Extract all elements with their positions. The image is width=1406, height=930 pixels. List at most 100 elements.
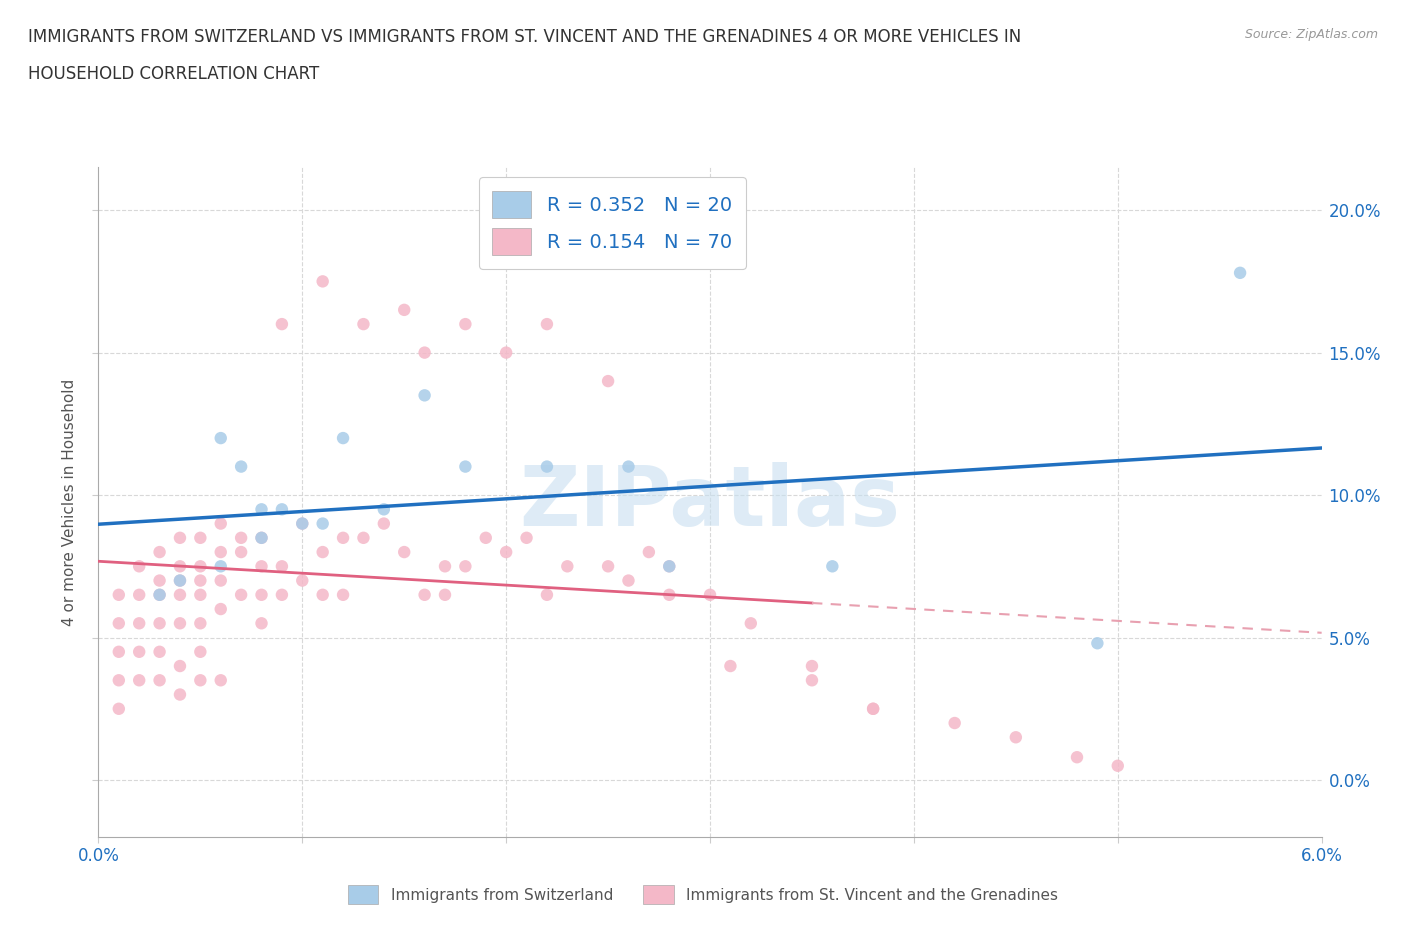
Point <box>862 701 884 716</box>
Point <box>658 559 681 574</box>
Point <box>108 701 131 716</box>
Point <box>433 588 456 603</box>
Point <box>598 559 620 574</box>
Point <box>373 502 395 517</box>
Point <box>188 644 212 659</box>
Point <box>149 672 172 687</box>
Point <box>699 588 721 603</box>
Point <box>1004 730 1026 745</box>
Point <box>270 559 292 574</box>
Point <box>128 616 150 631</box>
Point <box>617 573 640 588</box>
Point <box>188 616 212 631</box>
Point <box>188 588 212 603</box>
Point <box>454 559 477 574</box>
Point <box>332 431 354 445</box>
Point <box>291 573 314 588</box>
Point <box>454 459 477 474</box>
Point <box>128 588 150 603</box>
Point <box>209 602 232 617</box>
Point <box>270 588 292 603</box>
Point <box>392 302 416 317</box>
Point <box>169 658 191 673</box>
Point <box>108 644 131 659</box>
Point <box>149 545 172 560</box>
Point <box>311 274 335 289</box>
Point <box>352 530 374 545</box>
Point <box>169 530 191 545</box>
Point <box>209 559 232 574</box>
Point <box>250 530 273 545</box>
Point <box>740 616 762 631</box>
Point <box>495 345 517 360</box>
Point <box>598 374 620 389</box>
Point <box>332 530 354 545</box>
Point <box>149 616 172 631</box>
Point <box>373 516 395 531</box>
Point <box>188 559 212 574</box>
Y-axis label: 4 or more Vehicles in Household: 4 or more Vehicles in Household <box>62 379 77 626</box>
Point <box>718 658 742 673</box>
Point <box>291 516 314 531</box>
Point <box>536 459 558 474</box>
Point <box>555 559 579 574</box>
Point <box>209 573 232 588</box>
Point <box>413 388 436 403</box>
Point <box>231 530 253 545</box>
Point <box>413 345 436 360</box>
Text: ZIPatlas: ZIPatlas <box>520 461 900 543</box>
Point <box>1085 636 1108 651</box>
Point <box>250 559 273 574</box>
Point <box>188 573 212 588</box>
Point <box>536 588 558 603</box>
Point <box>821 559 844 574</box>
Point <box>413 588 436 603</box>
Point <box>169 588 191 603</box>
Point <box>149 644 172 659</box>
Point <box>332 588 354 603</box>
Point <box>352 317 374 332</box>
Text: Source: ZipAtlas.com: Source: ZipAtlas.com <box>1244 28 1378 41</box>
Point <box>231 588 253 603</box>
Point <box>801 658 824 673</box>
Point <box>250 502 273 517</box>
Point <box>658 559 681 574</box>
Point <box>188 530 212 545</box>
Legend: R = 0.352   N = 20, R = 0.154   N = 70: R = 0.352 N = 20, R = 0.154 N = 70 <box>479 177 745 269</box>
Point <box>209 516 232 531</box>
Point <box>209 545 232 560</box>
Point <box>250 616 273 631</box>
Point <box>149 588 172 603</box>
Point <box>270 317 292 332</box>
Point <box>311 545 335 560</box>
Point <box>128 644 150 659</box>
Text: HOUSEHOLD CORRELATION CHART: HOUSEHOLD CORRELATION CHART <box>28 65 319 83</box>
Point <box>495 545 517 560</box>
Point <box>209 431 232 445</box>
Point <box>1107 758 1129 773</box>
Point <box>311 516 335 531</box>
Point <box>128 672 150 687</box>
Point <box>536 317 558 332</box>
Point <box>392 545 416 560</box>
Point <box>209 672 232 687</box>
Point <box>658 588 681 603</box>
Point <box>169 573 191 588</box>
Point <box>1229 265 1251 280</box>
Point <box>474 530 498 545</box>
Point <box>169 616 191 631</box>
Point <box>231 545 253 560</box>
Point <box>311 588 335 603</box>
Point <box>1066 750 1088 764</box>
Point <box>149 588 172 603</box>
Point <box>250 530 273 545</box>
Point <box>617 459 640 474</box>
Point <box>270 502 292 517</box>
Point <box>169 559 191 574</box>
Point <box>169 573 191 588</box>
Point <box>188 672 212 687</box>
Legend: Immigrants from Switzerland, Immigrants from St. Vincent and the Grenadines: Immigrants from Switzerland, Immigrants … <box>339 876 1067 913</box>
Point <box>637 545 661 560</box>
Point <box>108 616 131 631</box>
Point <box>149 573 172 588</box>
